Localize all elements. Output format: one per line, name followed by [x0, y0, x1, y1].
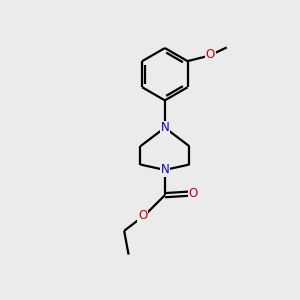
Text: N: N: [160, 164, 169, 176]
Text: N: N: [160, 121, 169, 134]
Text: O: O: [188, 187, 198, 200]
Text: O: O: [138, 209, 147, 223]
Text: O: O: [206, 48, 215, 61]
